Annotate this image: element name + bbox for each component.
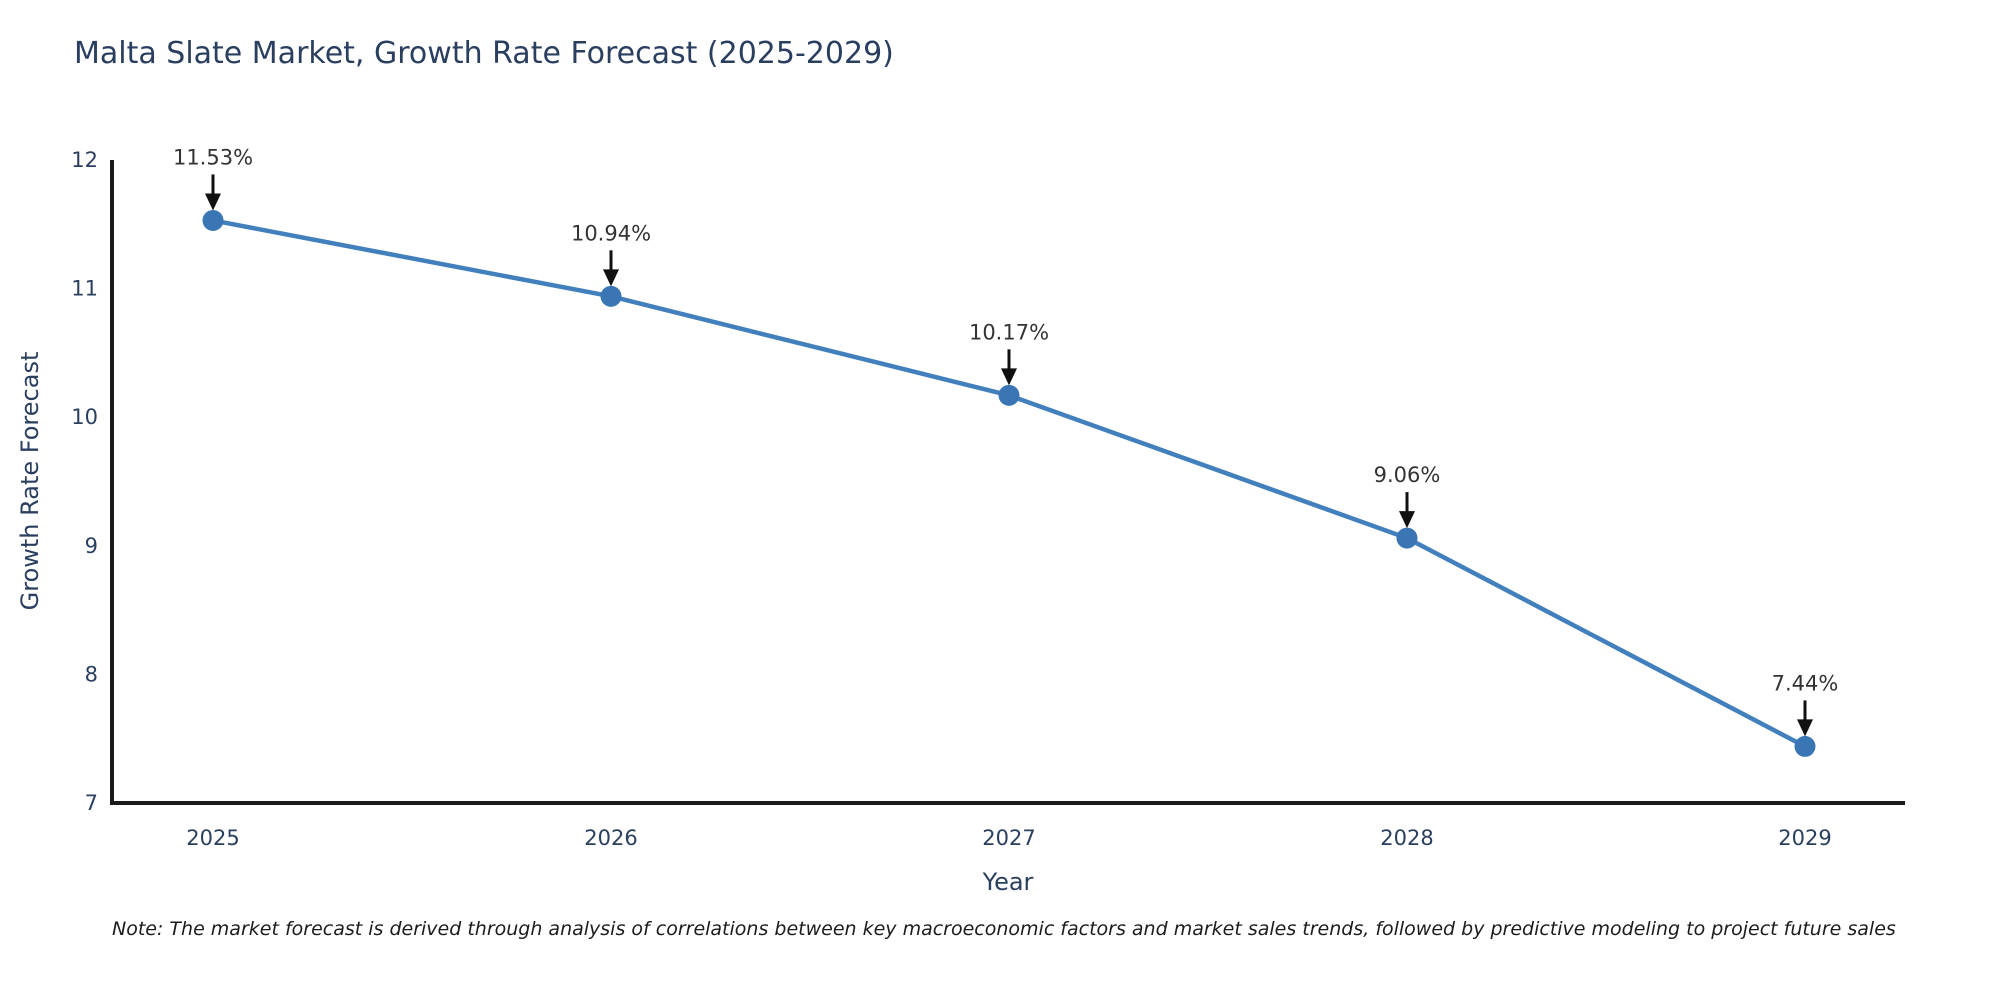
x-tick-label: 2027 <box>982 826 1035 850</box>
annotation-label: 9.06% <box>1374 463 1441 487</box>
annotation-arrowhead <box>1797 719 1813 737</box>
annotation-arrowhead <box>205 193 221 211</box>
series-line <box>210 218 1808 749</box>
y-tick-label: 11 <box>71 277 98 301</box>
y-tick-label: 8 <box>85 662 98 686</box>
y-tick-label: 12 <box>71 148 98 172</box>
data-point-marker <box>998 384 1020 406</box>
x-tick-label: 2026 <box>584 826 637 850</box>
x-tick-label: 2028 <box>1380 826 1433 850</box>
annotation-arrowhead <box>1001 368 1017 386</box>
annotation-label: 10.94% <box>571 221 651 245</box>
annotation-label: 11.53% <box>173 145 253 169</box>
annotation-label: 10.17% <box>969 320 1049 344</box>
data-point-marker <box>1396 527 1418 549</box>
data-point-marker <box>1794 735 1816 757</box>
y-tick-label: 9 <box>85 534 98 558</box>
x-tick-label: 2025 <box>186 826 239 850</box>
y-axis-title: Growth Rate Forecast <box>16 351 44 611</box>
y-tick-label: 10 <box>71 405 98 429</box>
chart-title: Malta Slate Market, Growth Rate Forecast… <box>74 36 894 71</box>
data-point-marker <box>600 285 622 307</box>
annotation-arrowhead <box>603 269 619 287</box>
x-tick-label: 2029 <box>1778 826 1831 850</box>
x-axis-title: Year <box>982 868 1034 896</box>
data-point-marker <box>202 209 224 231</box>
annotation-arrowhead <box>1399 511 1415 529</box>
footnote: Note: The market forecast is derived thr… <box>112 918 1896 940</box>
y-tick-label: 7 <box>85 791 98 815</box>
annotation-label: 7.44% <box>1772 671 1839 695</box>
